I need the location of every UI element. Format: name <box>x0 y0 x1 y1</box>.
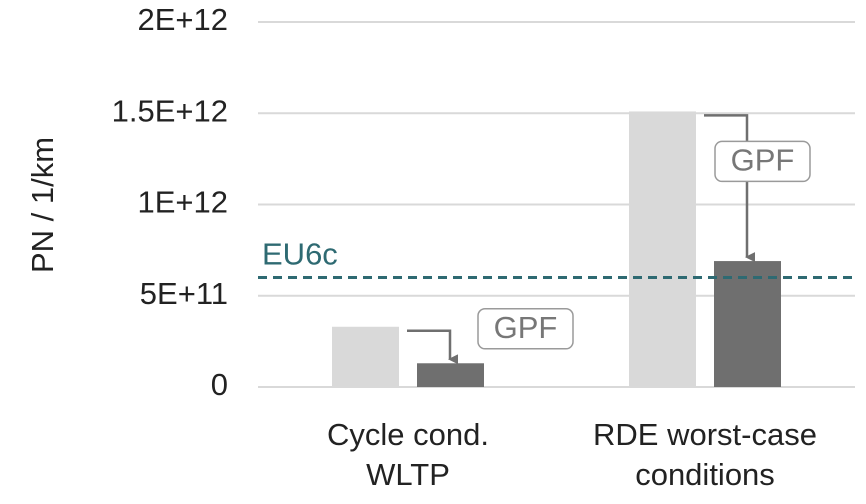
x-tick-label: WLTP <box>366 457 450 492</box>
y-tick-label: 5E+11 <box>140 276 228 311</box>
y-tick-label: 2E+12 <box>137 2 228 37</box>
annotation-box <box>714 140 811 183</box>
y-tick-label: 1E+12 <box>137 185 228 220</box>
reference-label: EU6c <box>262 237 338 272</box>
gpf-arrow <box>704 114 755 263</box>
annotation-box <box>477 308 574 350</box>
annotation-text: GPF <box>731 143 795 178</box>
y-axis-label: PN / 1/km <box>25 137 60 273</box>
bar <box>332 326 399 387</box>
bar <box>714 261 781 387</box>
x-tick-label: RDE worst-case <box>593 417 817 452</box>
x-tick-label: conditions <box>635 457 775 492</box>
x-tick-label: Cycle cond. <box>327 417 489 452</box>
y-tick-label: 0 <box>211 367 228 402</box>
bar <box>629 111 696 388</box>
y-tick-label: 1.5E+12 <box>112 93 228 128</box>
bar <box>417 363 484 387</box>
annotation-text: GPF <box>494 310 558 345</box>
gpf-arrow <box>407 329 458 365</box>
